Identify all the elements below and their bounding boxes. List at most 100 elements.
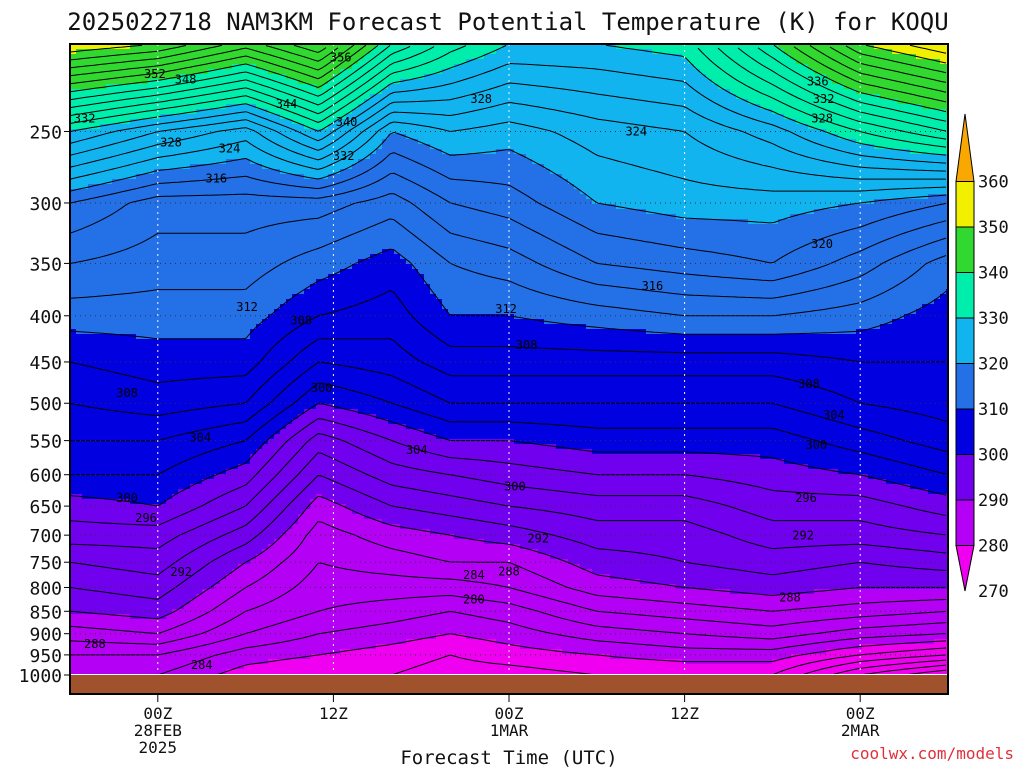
field-cell [220,164,227,170]
field-cell [280,314,287,320]
field-cell [124,209,131,215]
field-cell [208,299,215,305]
field-cell [250,434,257,440]
field-cell [190,204,197,210]
field-cell [166,659,173,665]
field-cell [220,429,227,435]
field-cell [94,559,101,565]
field-cell [226,189,233,195]
field-cell [214,134,221,140]
field-cell [220,279,227,285]
field-cell [250,439,257,445]
field-cell [154,104,161,110]
field-cell [202,639,209,645]
field-cell [226,584,233,590]
field-cell [106,354,113,360]
field-cell [220,254,227,260]
field-cell [142,54,149,60]
field-cell [112,224,119,230]
field-cell [244,574,251,580]
field-cell [130,449,137,455]
field-cell [190,319,197,325]
field-cell [100,664,107,670]
field-cell [190,304,197,310]
field-cell [214,359,221,365]
field-cell [130,69,137,75]
field-cell [154,269,161,275]
field-cell [196,529,203,535]
field-cell [160,204,167,210]
field-cell [232,479,239,485]
field-cell [226,629,233,635]
field-cell [136,434,143,440]
field-cell [286,509,293,515]
field-cell [94,464,101,470]
field-cell [214,664,221,670]
field-cell [106,274,113,280]
field-cell [118,604,125,610]
field-cell [184,169,191,175]
field-cell [202,274,209,280]
field-cell [124,434,131,440]
field-cell [304,139,311,145]
field-cell [154,489,161,495]
field-cell [184,259,191,265]
field-cell [226,324,233,330]
field-cell [220,594,227,600]
field-cell [184,614,191,620]
field-cell [238,569,245,575]
field-cell [214,394,221,400]
field-cell [124,134,131,140]
field-cell [292,444,299,450]
field-cell [88,384,95,390]
field-cell [250,544,257,550]
field-cell [220,459,227,465]
field-cell [118,659,125,665]
field-cell [136,464,143,470]
field-cell [286,164,293,170]
field-cell [136,234,143,240]
field-cell [238,519,245,525]
field-cell [178,294,185,300]
field-cell [82,449,89,455]
field-cell [250,649,257,655]
field-cell [88,379,95,385]
field-cell [106,119,113,125]
field-cell [118,404,125,410]
field-cell [268,219,275,225]
field-cell [256,534,263,540]
field-cell [160,624,167,630]
field-cell [172,384,179,390]
field-cell [298,109,305,115]
field-cell [196,174,203,180]
field-cell [196,489,203,495]
field-cell [202,624,209,630]
field-cell [124,359,131,365]
field-cell [202,604,209,610]
field-cell [268,299,275,305]
field-cell [136,214,143,220]
field-cell [148,574,155,580]
field-cell [202,549,209,555]
field-cell [238,279,245,285]
field-cell [274,274,281,280]
field-cell [196,169,203,175]
field-cell [208,294,215,300]
field-cell [94,94,101,100]
field-cell [142,624,149,630]
field-cell [142,154,149,160]
field-cell [256,354,263,360]
field-cell [292,594,299,600]
field-cell [232,164,239,170]
field-cell [286,539,293,545]
field-cell [250,664,257,670]
field-cell [94,434,101,440]
field-cell [82,344,89,350]
field-cell [202,389,209,395]
field-cell [286,199,293,205]
field-cell [280,349,287,355]
field-cell [238,619,245,625]
field-cell [268,334,275,340]
field-cell [82,579,89,585]
field-cell [88,409,95,415]
